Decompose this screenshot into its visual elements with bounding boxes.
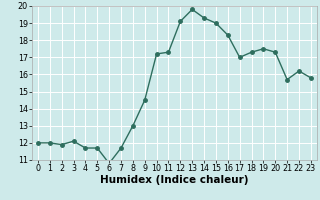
X-axis label: Humidex (Indice chaleur): Humidex (Indice chaleur) — [100, 175, 249, 185]
